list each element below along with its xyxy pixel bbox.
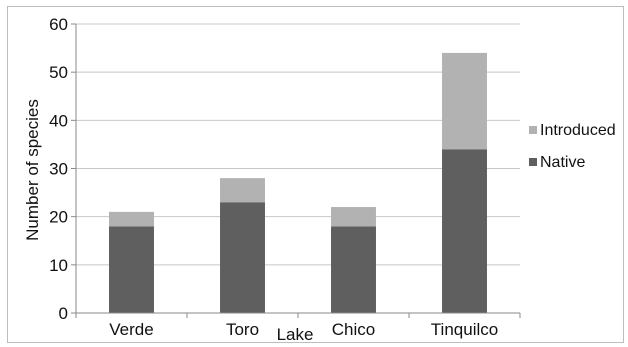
bar-native-toro xyxy=(220,202,265,313)
bar-native-tinquilco xyxy=(442,149,487,313)
x-tick-label: Chico xyxy=(332,320,375,339)
bar-introduced-toro xyxy=(220,178,265,203)
y-tick-label: 40 xyxy=(49,111,68,130)
legend-swatch-native xyxy=(529,158,537,166)
x-tick-label: Verde xyxy=(109,320,153,339)
x-tick-label: Toro xyxy=(226,320,259,339)
y-tick-label: 30 xyxy=(49,160,68,179)
y-tick-label: 20 xyxy=(49,208,68,227)
y-tick-label: 0 xyxy=(59,304,68,323)
y-tick-label: 50 xyxy=(49,63,68,82)
legend: Introduced Native xyxy=(529,122,616,171)
bar-introduced-chico xyxy=(331,207,376,227)
y-tick-label: 60 xyxy=(49,15,68,34)
x-axis-label: Lake xyxy=(277,325,314,344)
y-axis-label: Number of species xyxy=(23,99,42,241)
legend-label-native: Native xyxy=(540,154,585,171)
bar-native-verde xyxy=(109,226,154,313)
bars xyxy=(109,52,487,313)
legend-swatch-introduced xyxy=(529,126,537,134)
x-tick-label: Tinquilco xyxy=(431,320,498,339)
bar-introduced-verde xyxy=(109,211,154,227)
axes xyxy=(71,23,521,318)
x-tick-labels: Verde Toro Chico Tinquilco xyxy=(109,320,498,339)
y-tick-labels: 0 10 20 30 40 50 60 xyxy=(49,15,68,323)
bar-introduced-tinquilco xyxy=(442,52,487,150)
legend-label-introduced: Introduced xyxy=(540,122,616,139)
bar-native-chico xyxy=(331,226,376,313)
y-tick-label: 10 xyxy=(49,256,68,275)
